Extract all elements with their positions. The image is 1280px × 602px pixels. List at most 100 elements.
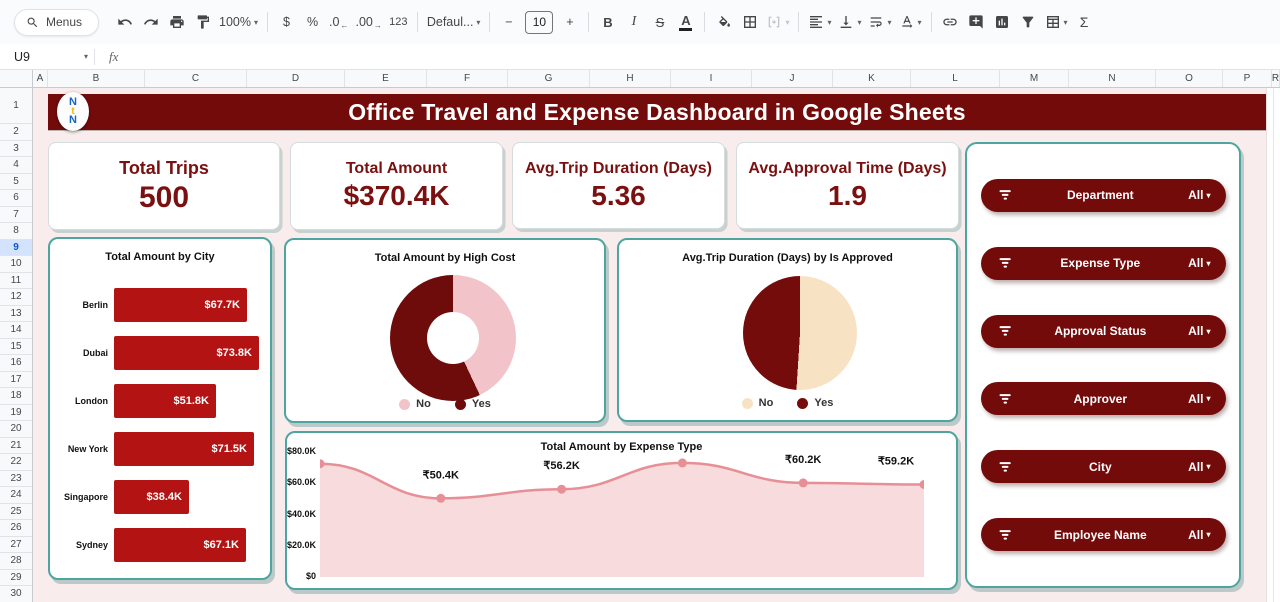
print-button[interactable]: [164, 9, 189, 35]
insert-link-button[interactable]: [938, 9, 963, 35]
column-header-H[interactable]: H: [590, 70, 671, 87]
row-header-4[interactable]: 4: [0, 157, 32, 174]
bar-segment: $67.1K: [114, 528, 246, 562]
row-header-7[interactable]: 7: [0, 207, 32, 223]
column-header-J[interactable]: J: [752, 70, 833, 87]
row-header-25[interactable]: 25: [0, 504, 32, 520]
row-header-29[interactable]: 29: [0, 570, 32, 586]
row-header-24[interactable]: 24: [0, 487, 32, 504]
strikethrough-button[interactable]: S: [655, 14, 665, 30]
column-header-B[interactable]: B: [48, 70, 145, 87]
row-header-18[interactable]: 18: [0, 388, 32, 405]
row-header-21[interactable]: 21: [0, 438, 32, 454]
undo-button[interactable]: [112, 9, 137, 35]
more-formats-button[interactable]: 123: [389, 16, 408, 28]
row-header-22[interactable]: 22: [0, 454, 32, 471]
format-percent-button[interactable]: %: [306, 15, 319, 29]
column-header-M[interactable]: M: [1000, 70, 1069, 87]
font-size-increase-button[interactable]: +: [566, 15, 574, 29]
select-all-corner[interactable]: [0, 70, 33, 87]
row-header-28[interactable]: 28: [0, 553, 32, 570]
filter-views-button[interactable]: ▾: [1042, 9, 1071, 35]
column-header-D[interactable]: D: [247, 70, 345, 87]
row-header-30[interactable]: 30: [0, 586, 32, 602]
chart-total-amount-by-expense-type[interactable]: Total Amount by Expense Type $80.0K $60.0…: [285, 431, 958, 590]
row-header-26[interactable]: 26: [0, 520, 32, 537]
format-currency-button[interactable]: $: [283, 15, 290, 29]
column-header-O[interactable]: O: [1156, 70, 1223, 87]
column-header-G[interactable]: G: [508, 70, 590, 87]
row-header-9[interactable]: 9: [0, 239, 32, 256]
filter-button-approver[interactable]: Approver All ▾: [980, 382, 1226, 416]
row-header-6[interactable]: 6: [0, 190, 32, 207]
zoom-control[interactable]: 100% ▾: [216, 9, 261, 35]
borders-button[interactable]: [737, 9, 762, 35]
column-header-N[interactable]: N: [1069, 70, 1156, 87]
filter-panel: Department All ▾ Expense Type All ▾ Approval S…: [965, 142, 1241, 588]
column-header-F[interactable]: F: [427, 70, 508, 87]
formula-input[interactable]: [126, 44, 1280, 69]
filter-button-expense-type[interactable]: Expense Type All ▾: [980, 246, 1226, 280]
merge-cells-button[interactable]: ▾: [763, 9, 792, 35]
paint-format-button[interactable]: [190, 9, 215, 35]
legend-swatch-icon: [454, 398, 466, 410]
row-header-5[interactable]: 5: [0, 174, 32, 190]
filter-button-approval-status[interactable]: Approval Status All ▾: [980, 314, 1226, 348]
row-header-16[interactable]: 16: [0, 355, 32, 372]
horizontal-align-button[interactable]: ▾: [805, 9, 834, 35]
row-header-2[interactable]: 2: [0, 124, 32, 141]
fill-color-button[interactable]: [711, 9, 736, 35]
data-point: [436, 493, 446, 503]
filter-button-employee-name[interactable]: Employee Name All ▾: [980, 518, 1226, 552]
filter-button-city[interactable]: City All ▾: [980, 450, 1226, 484]
column-header-A[interactable]: A: [33, 70, 48, 87]
row-header-8[interactable]: 8: [0, 223, 32, 240]
increase-decimal-button[interactable]: .00 →: [352, 9, 384, 35]
row-header-12[interactable]: 12: [0, 289, 32, 306]
row-header-15[interactable]: 15: [0, 339, 32, 355]
column-header-L[interactable]: L: [911, 70, 1000, 87]
chart-total-amount-by-high-cost[interactable]: Total Amount by High Cost No Yes: [284, 238, 606, 423]
create-filter-button[interactable]: [1016, 9, 1041, 35]
italic-button[interactable]: I: [631, 14, 637, 29]
row-header-11[interactable]: 11: [0, 273, 32, 289]
vertical-align-button[interactable]: ▾: [835, 9, 864, 35]
column-header-C[interactable]: C: [145, 70, 247, 87]
filter-button-department[interactable]: Department All ▾: [980, 178, 1226, 212]
column-header-R[interactable]: R: [1272, 70, 1280, 87]
font-size-decrease-button[interactable]: −: [505, 15, 513, 29]
text-color-button[interactable]: A: [673, 9, 698, 35]
row-header-19[interactable]: 19: [0, 405, 32, 421]
font-family-select[interactable]: Defaul... ▾: [424, 9, 484, 35]
bold-button[interactable]: B: [603, 14, 613, 30]
row-header-10[interactable]: 10: [0, 256, 32, 273]
functions-button[interactable]: Σ: [1079, 14, 1089, 30]
font-size-input[interactable]: 10: [525, 10, 554, 34]
column-header-K[interactable]: K: [833, 70, 911, 87]
row-header-13[interactable]: 13: [0, 306, 32, 322]
chart-avg-trip-duration-by-is-approved[interactable]: Avg.Trip Duration (Days) by Is Approved …: [617, 238, 958, 422]
column-header-E[interactable]: E: [345, 70, 427, 87]
row-header-17[interactable]: 17: [0, 372, 32, 388]
text-rotation-button[interactable]: ▾: [896, 9, 925, 35]
row-header-14[interactable]: 14: [0, 322, 32, 339]
row-header-3[interactable]: 3: [0, 141, 32, 157]
decrease-decimal-button[interactable]: .0 ←: [326, 9, 351, 35]
row-header-27[interactable]: 27: [0, 537, 32, 553]
menus-search[interactable]: Menus: [14, 8, 100, 36]
name-box[interactable]: U9 ▾: [0, 44, 88, 69]
chart-total-amount-by-city[interactable]: Total Amount by City Berlin $67.7K Dubai $7…: [48, 237, 272, 580]
row-header-20[interactable]: 20: [0, 421, 32, 438]
filter-label: Approver: [1073, 391, 1127, 406]
column-header-P[interactable]: P: [1223, 70, 1272, 87]
column-header-I[interactable]: I: [671, 70, 752, 87]
legend-swatch-icon: [797, 397, 809, 409]
row-header-1[interactable]: 1: [0, 88, 32, 124]
text-wrap-button[interactable]: ▾: [865, 9, 894, 35]
insert-chart-button[interactable]: [990, 9, 1015, 35]
row-header-23[interactable]: 23: [0, 471, 32, 487]
sheet-right-margin[interactable]: [1266, 88, 1280, 602]
insert-comment-button[interactable]: [964, 9, 989, 35]
caret-down-icon: ▾: [1206, 462, 1211, 472]
redo-button[interactable]: [138, 9, 163, 35]
